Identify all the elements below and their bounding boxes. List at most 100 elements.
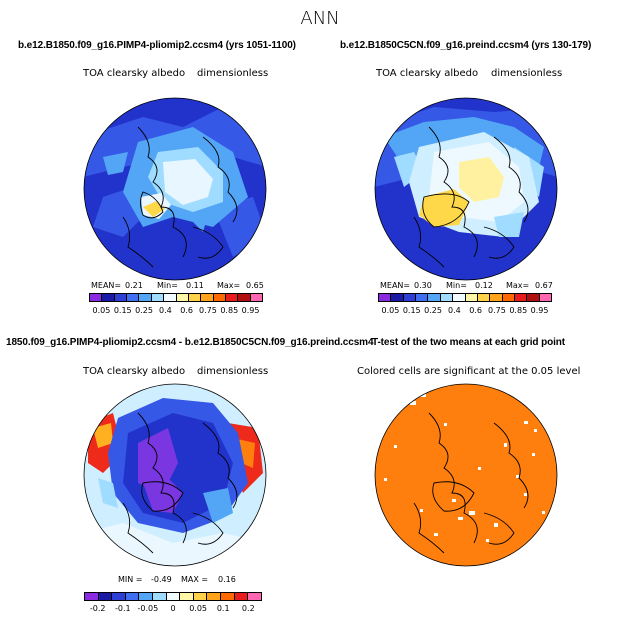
colorbar-swatch: [221, 593, 235, 600]
colorbar-tick-label: 0.05: [381, 306, 400, 315]
colorbar-tick-label: 0.4: [447, 306, 461, 315]
panel-3-min-label: MIN =: [118, 575, 143, 584]
colorbar-swatch: [85, 593, 99, 600]
panel-3-max-label: MAX =: [181, 575, 209, 584]
colorbar-swatch: [164, 294, 177, 301]
panel-2-polar-map: [374, 97, 558, 281]
colorbar-swatch: [139, 294, 152, 301]
colorbar-tick-label: 0.85: [509, 306, 528, 315]
colorbar-swatch: [201, 294, 214, 301]
colorbar-swatch: [90, 294, 103, 301]
colorbar-swatch: [416, 294, 429, 301]
panel-1-title: b.e12.B1850.f09_g16.PIMP4-pliomip2.ccsm4…: [18, 40, 296, 51]
panel-3-variable: TOA clearsky albedo: [83, 366, 186, 377]
colorbar-swatch: [391, 294, 404, 301]
colorbar-swatch: [207, 593, 222, 600]
panel-3-max-value: 0.16: [218, 575, 236, 584]
colorbar-tick-label: -0.05: [137, 604, 159, 613]
colorbar-swatch: [465, 294, 478, 301]
colorbar-swatch: [527, 294, 540, 301]
panel-4-subtitle: Colored cells are significant at the 0.0…: [357, 366, 581, 377]
colorbar-swatch: [98, 593, 113, 600]
colorbar-tick-label: 0.75: [199, 306, 217, 315]
panel-3-polar-map: [83, 383, 267, 567]
colorbar-tick-label: 0.25: [424, 306, 442, 315]
panel-1-max-label: Max=: [217, 281, 241, 290]
colorbar-tick-label: 0.1: [216, 604, 230, 613]
panel-3-min-value: -0.49: [151, 575, 172, 584]
panel-1-units: dimensionless: [197, 68, 269, 79]
colorbar-swatch: [153, 593, 167, 600]
colorbar-swatch: [539, 294, 552, 301]
colorbar-swatch: [127, 294, 140, 301]
colorbar-swatch: [102, 294, 115, 301]
figure-title: ANN: [300, 8, 340, 29]
panel-3-title: 1850.f09_g16.PIMP4-pliomip2.ccsm4 - b.e1…: [6, 337, 374, 348]
colorbar-tick-label: 0.85: [220, 306, 239, 315]
panel-4-title: T-test of the two means at each grid poi…: [372, 337, 566, 348]
colorbar-tick-label: 0.2: [241, 604, 255, 613]
panel-2-min-label: Min=: [446, 281, 467, 290]
colorbar-swatch: [166, 593, 181, 600]
colorbar-swatch: [238, 294, 251, 301]
panel-2-mean-value: 0.30: [414, 281, 432, 290]
colorbar-tick-label: 0.95: [530, 306, 549, 315]
panel-4-polar-map: [374, 383, 558, 567]
colorbar-swatch: [379, 294, 392, 301]
colorbar-tick-label: 0.6: [180, 306, 194, 315]
panel-3-colorbar: [84, 592, 262, 601]
colorbar-swatch: [225, 294, 239, 301]
panel-2-mean-label: MEAN=: [380, 281, 411, 290]
colorbar-tick-label: 0.25: [135, 306, 153, 315]
colorbar-tick-label: 0.05: [92, 306, 111, 315]
colorbar-swatch: [213, 294, 226, 301]
colorbar-swatch: [440, 294, 454, 301]
colorbar-tick-label: 0.15: [113, 306, 132, 315]
colorbar-swatch: [176, 294, 189, 301]
panel-2-colorbar: [378, 293, 552, 302]
panel-1-mean-label: MEAN=: [91, 281, 122, 290]
panel-1-polar-map: [83, 97, 267, 281]
colorbar-swatch: [248, 593, 261, 600]
panel-2-max-value: 0.67: [535, 281, 553, 290]
colorbar-swatch: [477, 294, 491, 301]
panel-1-min-label: Min=: [157, 281, 178, 290]
colorbar-swatch: [193, 593, 208, 600]
colorbar-swatch: [490, 294, 503, 301]
colorbar-swatch: [139, 593, 154, 600]
panel-1-min-value: 0.11: [186, 281, 204, 290]
colorbar-swatch: [151, 294, 165, 301]
colorbar-swatch: [428, 294, 441, 301]
panel-2-title: b.e12.B1850C5CN.f09_g16.preind.ccsm4 (yr…: [340, 40, 592, 51]
colorbar-tick-label: -0.2: [89, 604, 106, 613]
panel-2-min-value: 0.12: [475, 281, 493, 290]
panel-1-max-value: 0.65: [246, 281, 264, 290]
panel-2-colorbar-ticks: 0.05 0.15 0.25 0.4 0.6 0.75 0.85 0.95: [378, 306, 552, 316]
colorbar-tick-label: 0: [170, 604, 176, 613]
colorbar-swatch: [502, 294, 515, 301]
colorbar-swatch: [125, 593, 140, 600]
panel-2-max-label: Max=: [506, 281, 530, 290]
panel-1-variable: TOA clearsky albedo: [83, 68, 186, 79]
colorbar-swatch: [514, 294, 528, 301]
colorbar-swatch: [180, 593, 194, 600]
panel-1-colorbar-ticks: 0.05 0.15 0.25 0.4 0.6 0.75 0.85 0.95: [89, 306, 263, 316]
colorbar-tick-label: 0.05: [189, 604, 207, 613]
colorbar-tick-label: 0.4: [158, 306, 172, 315]
colorbar-swatch: [250, 294, 263, 301]
colorbar-swatch: [114, 294, 128, 301]
colorbar-tick-label: -0.1: [114, 604, 131, 613]
panel-2-units: dimensionless: [491, 68, 563, 79]
colorbar-tick-label: 0.6: [469, 306, 483, 315]
colorbar-swatch: [112, 593, 126, 600]
panel-2-variable: TOA clearsky albedo: [376, 68, 479, 79]
colorbar-swatch: [188, 294, 202, 301]
panel-1-colorbar: [89, 293, 263, 302]
panel-1-mean-value: 0.21: [125, 281, 143, 290]
colorbar-tick-label: 0.95: [241, 306, 260, 315]
colorbar-swatch: [403, 294, 417, 301]
colorbar-swatch: [453, 294, 466, 301]
colorbar-swatch: [234, 593, 249, 600]
colorbar-tick-label: 0.15: [402, 306, 421, 315]
colorbar-tick-label: 0.75: [488, 306, 506, 315]
